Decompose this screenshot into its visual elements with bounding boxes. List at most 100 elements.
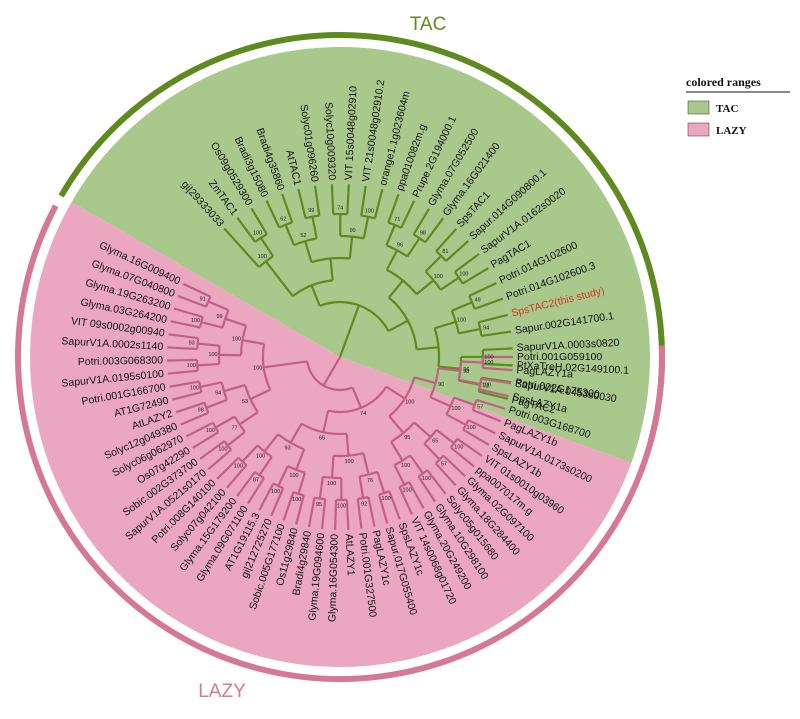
- branch: [467, 460, 475, 468]
- bootstrap-value: 90: [438, 382, 444, 388]
- branch: [307, 519, 312, 528]
- branch: [205, 296, 212, 307]
- branch: [170, 320, 179, 325]
- legend-label-lazy: LAZY: [716, 125, 747, 137]
- leaf-label: VIT 15s0048g02910: [343, 85, 360, 180]
- branch: [242, 339, 265, 346]
- tac-range-ring: [58, 32, 665, 442]
- branch: [310, 285, 321, 307]
- branch: [418, 500, 425, 509]
- branch: [462, 428, 483, 442]
- branch: [492, 417, 502, 423]
- branch: [467, 419, 489, 431]
- branch: [472, 409, 494, 420]
- bootstrap-value: 100: [459, 272, 468, 278]
- branch: [321, 499, 327, 522]
- bootstrap-value: 74: [360, 411, 366, 417]
- bootstrap-value: 96: [463, 367, 469, 373]
- branch: [211, 422, 220, 433]
- branch: [449, 478, 457, 487]
- branch: [409, 200, 416, 209]
- branch: [371, 518, 376, 527]
- branch: [406, 237, 421, 258]
- branch: [199, 431, 219, 445]
- bootstrap-value: 91: [200, 297, 206, 303]
- bootstrap-value: 100: [402, 488, 411, 494]
- branch: [329, 258, 334, 281]
- branch: [299, 196, 307, 219]
- branch: [424, 208, 431, 217]
- bootstrap-value: 100: [337, 503, 346, 509]
- leaf-label: AtLAZY1: [343, 533, 357, 576]
- bootstrap-value: 53: [242, 399, 248, 405]
- branch: [250, 207, 257, 216]
- branch: [172, 396, 181, 401]
- branch: [445, 245, 464, 262]
- branch: [183, 401, 205, 411]
- root-branch: [338, 304, 360, 358]
- lazy-range-ring: [15, 204, 665, 682]
- bootstrap-value: 100: [191, 318, 200, 324]
- branch: [263, 360, 308, 369]
- bootstrap-value: 100: [484, 354, 493, 360]
- branch: [384, 515, 389, 524]
- branch: [400, 207, 412, 229]
- branch: [169, 384, 178, 388]
- bootstrap-value: 49: [475, 297, 481, 303]
- branch: [175, 346, 198, 351]
- bootstrap-value: 100: [253, 230, 262, 236]
- bootstrap-value: 95: [316, 502, 322, 508]
- branch: [454, 271, 464, 285]
- leaf-label: Solyc10g009320: [322, 102, 338, 181]
- tac-clade-label: TAC: [410, 14, 447, 35]
- bootstrap-value: 100: [457, 318, 466, 324]
- bootstrap-value: 100: [434, 274, 443, 280]
- branch: [476, 398, 498, 408]
- bootstrap-value: 100: [484, 360, 493, 366]
- branch: [387, 201, 397, 223]
- bootstrap-value: 100: [365, 208, 374, 214]
- branch: [388, 279, 404, 299]
- bootstrap-value: 98: [420, 231, 426, 237]
- bootstrap-value: 96: [397, 243, 403, 249]
- legend-label-tac: TAC: [716, 103, 738, 115]
- bootstrap-value: 93: [285, 445, 291, 451]
- branch: [500, 393, 509, 398]
- bootstrap-value: 100: [253, 366, 262, 372]
- branch: [412, 215, 426, 235]
- branch: [474, 300, 496, 310]
- branch: [360, 193, 366, 216]
- branch: [478, 390, 501, 398]
- legend-title: colored ranges: [686, 75, 761, 89]
- branch: [318, 476, 324, 499]
- branch: [415, 279, 435, 296]
- branch: [331, 192, 335, 215]
- branch: [488, 282, 497, 288]
- branch: [395, 511, 401, 520]
- branch: [437, 217, 445, 226]
- branch: [224, 317, 247, 327]
- branch: [205, 440, 226, 456]
- branch: [231, 464, 248, 483]
- bootstrap-value: 100: [289, 473, 298, 479]
- bootstrap-value: 57: [441, 461, 447, 467]
- leaf-label: PtXaTreH.02G149100.1: [517, 359, 630, 376]
- branch: [295, 448, 306, 471]
- branch: [289, 423, 303, 444]
- bootstrap-value: 65: [432, 438, 438, 444]
- branch: [416, 346, 439, 351]
- branch: [435, 234, 452, 252]
- tac-range-sector: [71, 47, 650, 464]
- bootstrap-value: 100: [292, 497, 301, 503]
- branch: [345, 499, 350, 522]
- branch: [358, 476, 365, 499]
- branch: [277, 433, 305, 451]
- branch: [434, 320, 457, 330]
- branch: [502, 380, 512, 385]
- branch: [264, 260, 294, 297]
- branch: [258, 255, 274, 268]
- branch: [263, 433, 279, 453]
- bootstrap-value: 100: [327, 481, 336, 487]
- bootstrap-value: 94: [215, 390, 221, 396]
- branch: [357, 496, 369, 500]
